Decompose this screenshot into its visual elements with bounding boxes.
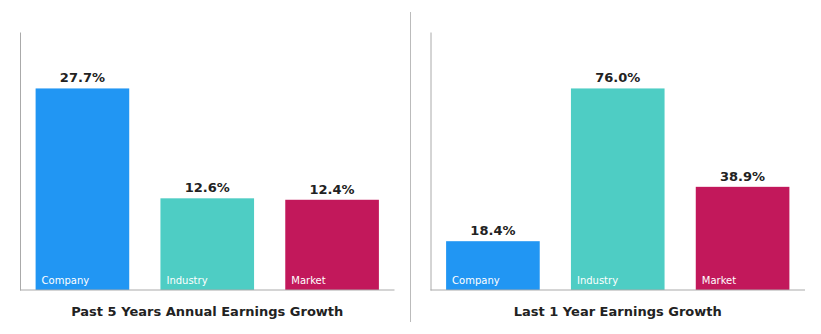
bar xyxy=(285,200,379,290)
value-label: 76.0% xyxy=(595,70,640,85)
value-label: 12.6% xyxy=(185,180,230,195)
bars xyxy=(446,88,789,290)
category-label: Company xyxy=(452,275,500,286)
figure: 27.7% 12.6% 12.4% Company Industry Market Past… xyxy=(0,0,821,334)
bar xyxy=(446,241,540,290)
y-axis xyxy=(431,33,432,291)
labels: 27.7% 12.6% 12.4% Company Industry Market xyxy=(42,70,355,286)
bar xyxy=(36,88,130,290)
y-axis-line xyxy=(20,33,21,291)
baseline xyxy=(20,290,395,291)
labels: 18.4% 76.0% 38.9% Company Industry Market xyxy=(452,70,765,286)
bar xyxy=(571,88,665,290)
value-label: 18.4% xyxy=(470,223,515,238)
y-axis-line xyxy=(431,33,432,291)
category-label: Market xyxy=(291,275,325,286)
chart-title: Last 1 Year Earnings Growth xyxy=(514,304,722,319)
panel: 18.4% 76.0% 38.9% Company Industry Market Last… xyxy=(431,33,806,320)
y-axis xyxy=(20,33,21,291)
value-label: 27.7% xyxy=(60,70,105,85)
separator xyxy=(410,12,411,322)
category-label: Industry xyxy=(577,275,618,286)
bar xyxy=(160,198,254,290)
chart-title: Past 5 Years Annual Earnings Growth xyxy=(71,304,343,319)
panel: 27.7% 12.6% 12.4% Company Industry Market Past… xyxy=(20,33,395,320)
category-label: Market xyxy=(702,275,736,286)
baseline xyxy=(431,290,806,291)
value-label: 38.9% xyxy=(720,169,765,184)
value-label: 12.4% xyxy=(310,182,355,197)
bars xyxy=(36,88,379,290)
category-label: Company xyxy=(42,275,90,286)
bar xyxy=(696,187,790,290)
category-label: Industry xyxy=(166,275,207,286)
